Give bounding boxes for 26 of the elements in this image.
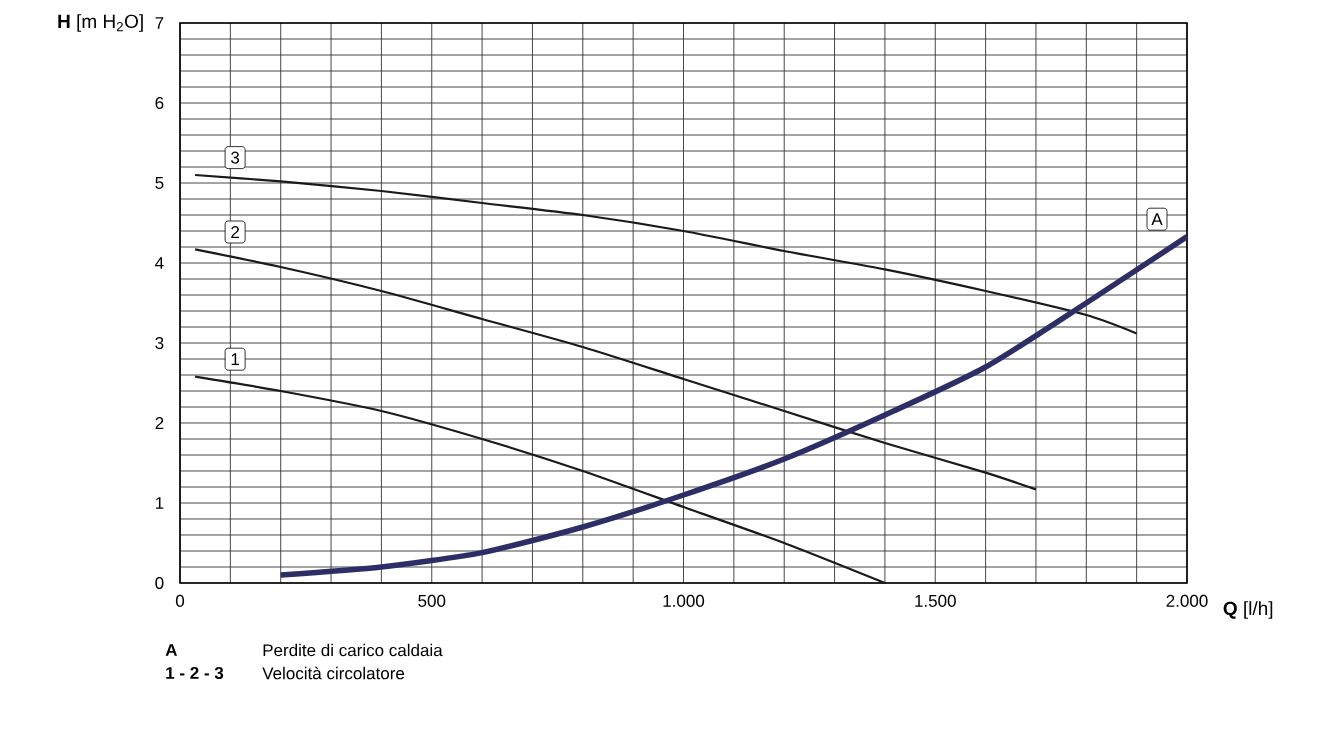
line-series bbox=[194, 248, 1038, 491]
x-axis-title: Q [l/h] bbox=[1223, 601, 1273, 619]
x-tick-label: 1.000 bbox=[663, 594, 705, 607]
y-tick-label: 4 bbox=[155, 257, 164, 269]
y-tick-label: 2 bbox=[155, 417, 164, 429]
line-series bbox=[194, 375, 886, 585]
x-tick-label: 2.000 bbox=[1166, 594, 1208, 607]
x-tick-label: 1.500 bbox=[915, 594, 956, 607]
y-tick-label: 1 bbox=[155, 497, 164, 509]
x-tick-label: 0 bbox=[175, 594, 185, 607]
series-label: A bbox=[1151, 213, 1163, 226]
y-tick-label: 6 bbox=[155, 96, 164, 110]
text: A bbox=[165, 644, 178, 656]
y-tick-label: 0 bbox=[155, 576, 164, 590]
y-tick-label: 7 bbox=[155, 17, 164, 29]
line-series bbox=[194, 173, 1138, 335]
x-tick-label: 500 bbox=[418, 594, 446, 607]
text: Velocità circolatore bbox=[262, 666, 405, 680]
y-axis-title: H [m H$_{2}$O] bbox=[58, 14, 143, 32]
series-label: 1 bbox=[231, 353, 240, 366]
y-tick-label: 5 bbox=[155, 177, 164, 189]
series-label: 2 bbox=[231, 226, 239, 238]
y-tick-label: 3 bbox=[155, 336, 164, 350]
series-label: 3 bbox=[231, 151, 240, 164]
text: 1 - 2 - 3 bbox=[166, 666, 224, 680]
text: Perdite di carico caldaia bbox=[263, 643, 443, 657]
